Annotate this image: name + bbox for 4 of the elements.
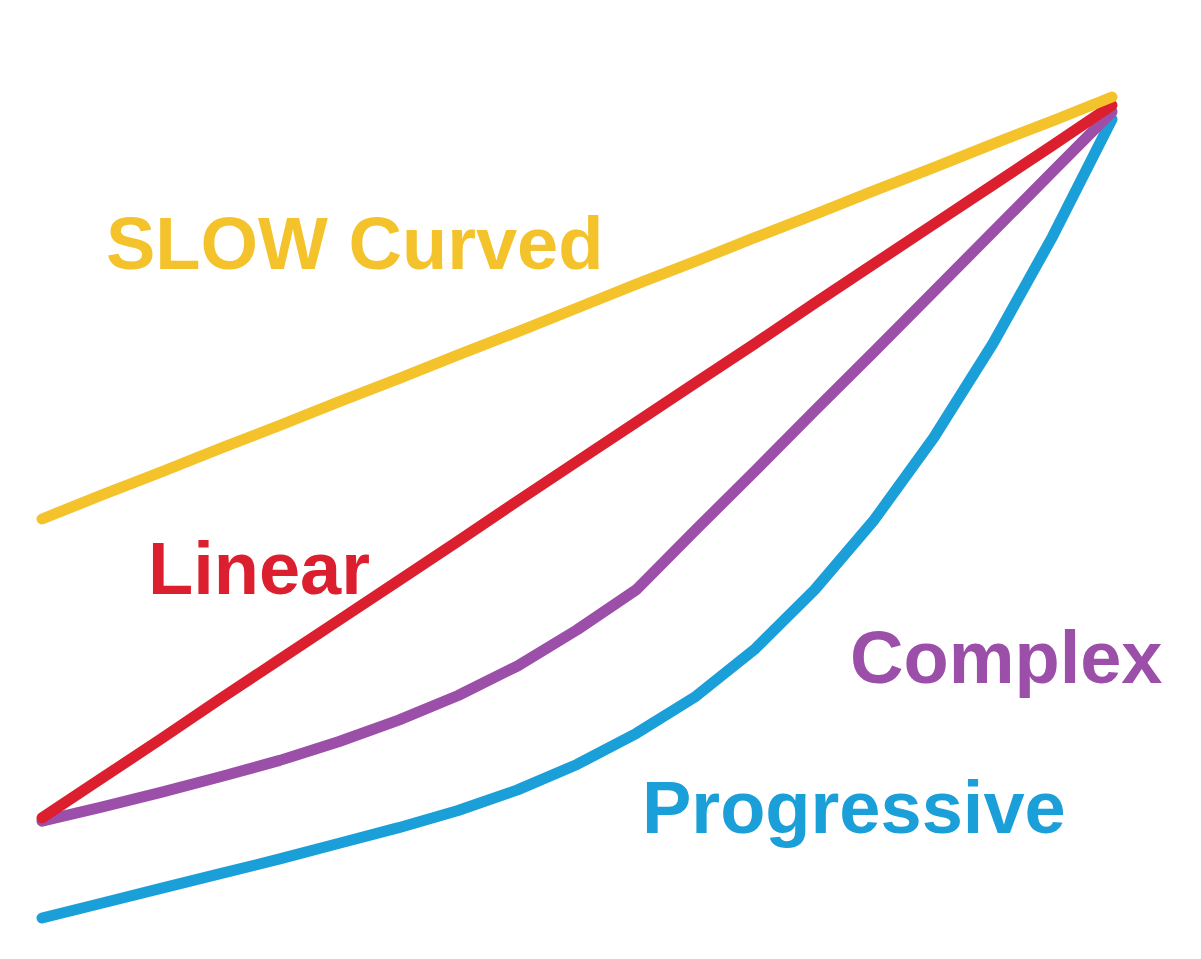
series-label: SLOW Curved (106, 202, 604, 285)
text: Complex (850, 616, 1163, 699)
series-label: Linear (148, 527, 371, 610)
series-label: Progressive (642, 766, 1066, 849)
